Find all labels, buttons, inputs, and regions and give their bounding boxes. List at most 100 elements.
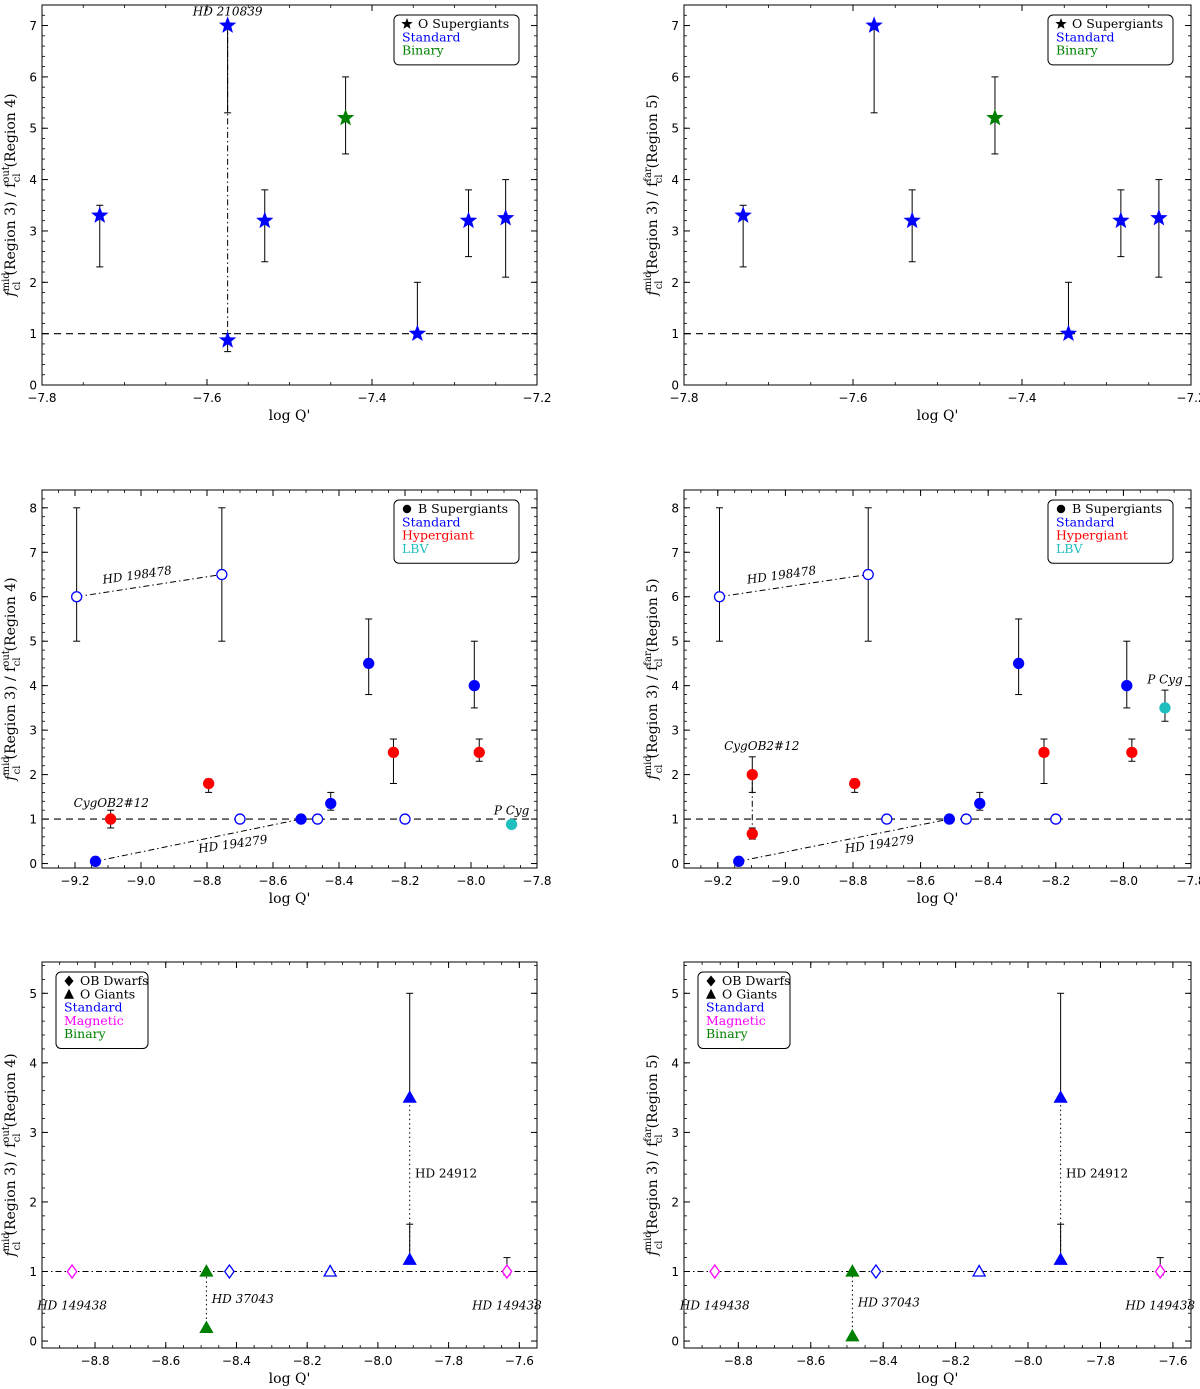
data-point [234, 813, 246, 825]
y-tick-label: 5 [29, 122, 37, 136]
legend-entry: Standard [402, 29, 461, 44]
data-point [881, 813, 893, 825]
y-tick-label: 2 [671, 768, 679, 782]
data-point [733, 855, 745, 867]
legend-box [697, 971, 791, 1049]
data-point [849, 777, 861, 790]
y-tick-label: 0 [671, 379, 679, 393]
y-axis-label-part: cl [654, 174, 665, 183]
y-tick-label: 3 [671, 224, 679, 238]
y-tick-label: 5 [29, 987, 37, 1001]
y-axis-label-part: cl [12, 173, 23, 182]
data-point [104, 813, 117, 825]
x-tick-label: −7.6 [1158, 1354, 1187, 1368]
y-tick-label: 4 [671, 173, 679, 187]
y-tick-label: 1 [29, 1265, 37, 1279]
x-tick-label: −8.2 [1041, 874, 1070, 888]
y-axis-label-part: f [3, 289, 19, 298]
y-axis-label: fmidcl(Region 3) / foutcl(Region 4) [1, 1053, 23, 1257]
x-tick-label: −7.8 [1086, 1354, 1115, 1368]
data-point [199, 1264, 214, 1277]
annotation-label: CygOB2#12 [74, 796, 149, 810]
x-axis-label: log Q' [269, 1371, 311, 1387]
annotation-label: HD 149438 [1124, 1299, 1195, 1313]
y-tick-label: 4 [671, 1056, 679, 1070]
data-point [865, 16, 883, 33]
x-tick-label: −8.0 [1013, 1354, 1042, 1368]
data-point [202, 777, 215, 790]
y-tick-label: 1 [671, 1265, 679, 1279]
y-tick-label: 4 [29, 173, 37, 187]
chart-panel-4: −9.2 −9.0 −8.8 −8.6 −8.4 −8.2 −8.0 −7.8 0 1 2 3 4 5 6 7… [643, 489, 1200, 907]
y-tick-label: 6 [29, 70, 37, 84]
legend-triangle-icon [706, 988, 716, 999]
y-axis-label: fmidcl(Region 3) / ffarcl(Region 5) [643, 1054, 665, 1256]
data-point [1112, 211, 1130, 229]
x-tick-label: −8.4 [222, 1354, 251, 1368]
y-tick-label: 0 [671, 857, 679, 871]
x-tick-label: −7.2 [1176, 391, 1200, 405]
x-tick-label: −7.8 [669, 391, 698, 405]
annotation-label: CygOB2#12 [724, 739, 799, 753]
y-tick-label: 6 [671, 590, 679, 604]
y-axis-label-part: far [643, 651, 654, 666]
legend-entry: Standard [1056, 29, 1115, 44]
data-point [89, 855, 102, 867]
data-point [1154, 1263, 1166, 1280]
x-axis-label: log Q' [269, 408, 311, 424]
x-axis-label: log Q' [269, 891, 311, 907]
connector-line [76, 573, 222, 598]
x-tick-label: −8.6 [796, 1354, 825, 1368]
x-tick-label: −9.2 [703, 874, 732, 888]
annotation-label: HD 24912 [415, 1167, 477, 1181]
y-axis-label-part: cl [654, 1240, 665, 1249]
y-axis-label-part: mid [643, 755, 654, 775]
data-point [399, 813, 411, 825]
data-point [1050, 813, 1062, 825]
data-point [66, 1263, 78, 1280]
data-point [709, 1263, 721, 1280]
y-tick-label: 0 [29, 379, 37, 393]
y-axis-label-part: cl [654, 1134, 665, 1143]
x-tick-label: −8.4 [974, 874, 1003, 888]
legend-entry: O Supergiants [418, 16, 509, 31]
data-point [974, 797, 986, 810]
y-axis-label: fmidcl(Region 3) / foutcl(Region 4) [1, 93, 23, 297]
y-axis-label-part: cl [654, 764, 665, 773]
y-tick-label: 3 [29, 724, 37, 738]
data-point [402, 1252, 417, 1265]
x-tick-label: −7.8 [27, 391, 56, 405]
data-point [1038, 746, 1050, 759]
y-tick-label: 2 [671, 1195, 679, 1209]
x-tick-label: −7.6 [505, 1354, 534, 1368]
annotation-label: HD 149438 [679, 1299, 750, 1313]
x-tick-label: −7.4 [357, 391, 386, 405]
legend-entry: Standard [706, 1000, 765, 1015]
legend-entry: Standard [402, 514, 461, 529]
data-point [387, 746, 400, 759]
y-axis-label-part: f [645, 288, 661, 297]
legend-entry: O Giants [722, 986, 777, 1001]
y-tick-label: 5 [671, 987, 679, 1001]
data-point [199, 1320, 214, 1333]
y-axis-label-part: (Region 5) [645, 1054, 661, 1128]
data-point [1059, 324, 1078, 342]
x-tick-label: −7.8 [522, 874, 551, 888]
y-axis-label-part: f [645, 1248, 661, 1257]
y-tick-label: 2 [29, 276, 37, 290]
x-tick-label: −8.8 [80, 1354, 109, 1368]
x-tick-label: −8.2 [390, 874, 419, 888]
y-tick-label: 2 [671, 276, 679, 290]
y-axis-label-part: mid [1, 272, 12, 292]
legend-entry: Binary [706, 1026, 749, 1041]
legend-box [1047, 14, 1174, 66]
data-point [1053, 1090, 1068, 1103]
legend-entry: LBV [402, 541, 429, 556]
y-axis-label-part: mid [1, 756, 12, 776]
y-axis-label-part: (Region 3) / f [3, 665, 19, 760]
y-axis-label-part: (Region 4) [3, 1053, 19, 1127]
legend-triangle-icon [64, 988, 74, 999]
